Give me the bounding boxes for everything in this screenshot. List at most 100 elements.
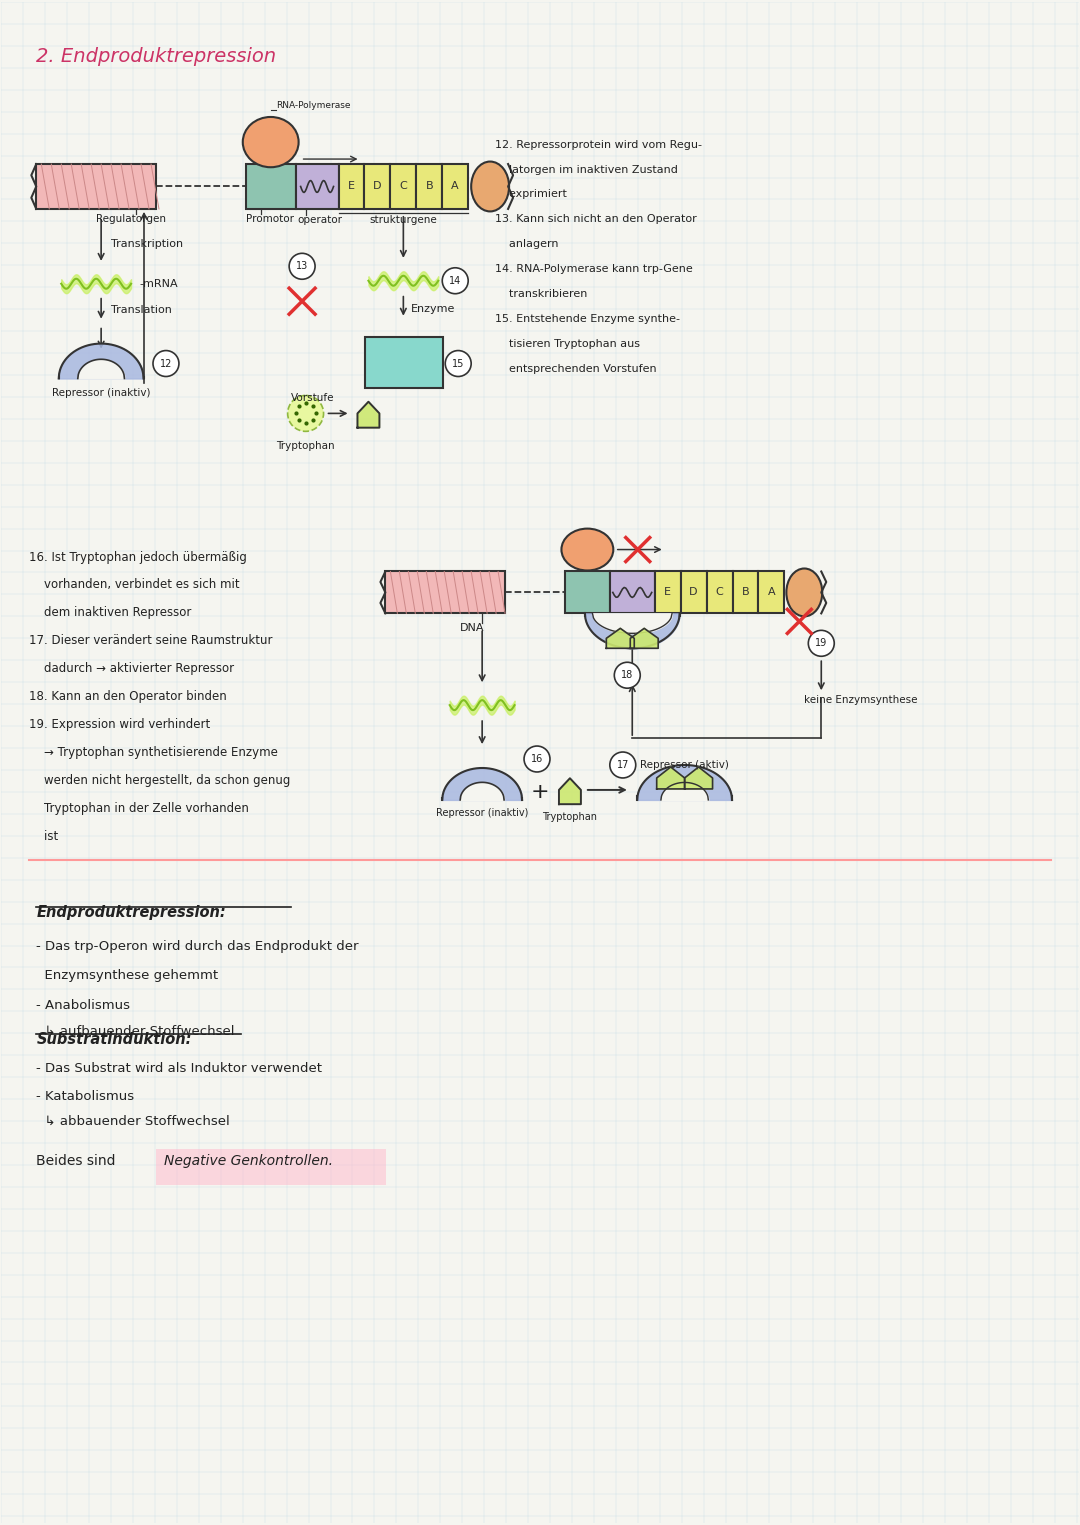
Text: D: D — [374, 181, 381, 192]
Text: Regulatorgen: Regulatorgen — [96, 214, 166, 224]
FancyBboxPatch shape — [758, 572, 784, 613]
Polygon shape — [685, 767, 713, 788]
Circle shape — [615, 662, 640, 688]
Text: ↳ aufbauender Stoffwechsel: ↳ aufbauender Stoffwechsel — [37, 1025, 234, 1037]
FancyBboxPatch shape — [386, 572, 505, 613]
Text: Endproduktrepression:: Endproduktrepression: — [37, 904, 226, 920]
Text: 15: 15 — [453, 358, 464, 369]
Text: → Tryptophan synthetisierende Enzyme: → Tryptophan synthetisierende Enzyme — [29, 746, 279, 759]
Text: exprimiert: exprimiert — [495, 189, 567, 200]
Ellipse shape — [471, 162, 509, 212]
Text: E: E — [348, 181, 355, 192]
Text: 16. Ist Tryptophan jedoch übermäßig: 16. Ist Tryptophan jedoch übermäßig — [29, 551, 247, 564]
Polygon shape — [606, 628, 634, 648]
Text: 14. RNA-Polymerase kann trp-Gene: 14. RNA-Polymerase kann trp-Gene — [495, 264, 693, 274]
Text: 17: 17 — [617, 759, 629, 770]
Text: 12: 12 — [160, 358, 172, 369]
FancyBboxPatch shape — [390, 165, 416, 209]
Text: Substratinduktion:: Substratinduktion: — [37, 1032, 192, 1048]
Polygon shape — [357, 401, 379, 427]
Text: vorhanden, verbindet es sich mit: vorhanden, verbindet es sich mit — [29, 578, 240, 592]
FancyBboxPatch shape — [610, 572, 654, 613]
FancyBboxPatch shape — [654, 572, 680, 613]
FancyBboxPatch shape — [442, 165, 469, 209]
Text: -mRNA: -mRNA — [139, 279, 177, 288]
Text: RNA-Polymerase: RNA-Polymerase — [275, 101, 350, 110]
Text: 19: 19 — [815, 639, 827, 648]
Text: - Anabolismus: - Anabolismus — [37, 999, 131, 1013]
Text: ↳ abbauender Stoffwechsel: ↳ abbauender Stoffwechsel — [37, 1115, 230, 1128]
Circle shape — [442, 268, 469, 294]
Circle shape — [287, 395, 324, 432]
Text: Tryptophan: Tryptophan — [542, 811, 597, 822]
Polygon shape — [657, 767, 685, 788]
Ellipse shape — [562, 529, 613, 570]
Text: Repressor (aktiv): Repressor (aktiv) — [639, 759, 729, 770]
FancyBboxPatch shape — [296, 165, 338, 209]
Text: Vorstufe: Vorstufe — [291, 393, 334, 404]
FancyBboxPatch shape — [37, 165, 156, 209]
Text: C: C — [716, 587, 724, 598]
Ellipse shape — [786, 569, 822, 616]
Circle shape — [808, 630, 834, 656]
Text: A: A — [451, 181, 459, 192]
Text: 19. Expression wird verhindert: 19. Expression wird verhindert — [29, 718, 211, 730]
FancyBboxPatch shape — [416, 165, 442, 209]
Text: latorgen im inaktiven Zustand: latorgen im inaktiven Zustand — [495, 165, 678, 174]
Text: - Das trp-Operon wird durch das Endprodukt der: - Das trp-Operon wird durch das Endprodu… — [37, 939, 359, 953]
FancyBboxPatch shape — [706, 572, 732, 613]
Text: E: E — [664, 587, 671, 598]
Text: 13. Kann sich nicht an den Operator: 13. Kann sich nicht an den Operator — [495, 215, 697, 224]
Text: Repressor (inaktiv): Repressor (inaktiv) — [436, 808, 528, 817]
Text: 14: 14 — [449, 276, 461, 285]
Text: keine Enzymsynthese: keine Enzymsynthese — [805, 695, 918, 705]
Text: Tryptophan: Tryptophan — [276, 441, 335, 451]
Text: +: + — [530, 782, 550, 802]
Text: 13: 13 — [296, 261, 308, 271]
Text: werden nicht hergestellt, da schon genug: werden nicht hergestellt, da schon genug — [29, 775, 291, 787]
FancyBboxPatch shape — [680, 572, 706, 613]
Polygon shape — [631, 628, 658, 648]
FancyBboxPatch shape — [156, 1148, 387, 1185]
Text: B: B — [426, 181, 433, 192]
Text: Enzyme: Enzyme — [411, 303, 456, 314]
Text: transkribieren: transkribieren — [495, 290, 588, 299]
Text: - Das Substrat wird als Induktor verwendet: - Das Substrat wird als Induktor verwend… — [37, 1063, 322, 1075]
FancyBboxPatch shape — [338, 165, 364, 209]
FancyBboxPatch shape — [732, 572, 758, 613]
Text: A: A — [768, 587, 775, 598]
Text: Beides sind: Beides sind — [37, 1154, 120, 1168]
Circle shape — [289, 253, 315, 279]
Text: - Katabolismus: - Katabolismus — [37, 1090, 134, 1103]
Text: ist: ist — [29, 830, 58, 843]
Text: Enzymsynthese gehemmt: Enzymsynthese gehemmt — [37, 970, 218, 982]
Text: tisieren Tryptophan aus: tisieren Tryptophan aus — [495, 339, 640, 349]
Text: Negative Genkontrollen.: Negative Genkontrollen. — [164, 1154, 333, 1168]
Text: B: B — [742, 587, 750, 598]
Text: 2. Endproduktrepression: 2. Endproduktrepression — [37, 47, 276, 66]
Text: 17. Dieser verändert seine Raumstruktur: 17. Dieser verändert seine Raumstruktur — [29, 634, 273, 647]
Text: anlagern: anlagern — [495, 239, 558, 250]
Text: C: C — [400, 181, 407, 192]
Text: D: D — [689, 587, 698, 598]
FancyBboxPatch shape — [365, 337, 443, 389]
Circle shape — [153, 351, 179, 377]
Circle shape — [445, 351, 471, 377]
FancyBboxPatch shape — [565, 572, 610, 613]
Text: dadurch → aktivierter Repressor: dadurch → aktivierter Repressor — [29, 662, 234, 676]
Text: 18: 18 — [621, 669, 633, 680]
Polygon shape — [559, 778, 581, 804]
FancyBboxPatch shape — [364, 165, 390, 209]
Text: 18. Kann an den Operator binden: 18. Kann an den Operator binden — [29, 691, 227, 703]
Text: operator: operator — [298, 215, 342, 224]
Text: dem inaktiven Repressor: dem inaktiven Repressor — [29, 607, 191, 619]
Text: 15. Entstehende Enzyme synthe-: 15. Entstehende Enzyme synthe- — [495, 314, 680, 325]
Text: Tryptophan in der Zelle vorhanden: Tryptophan in der Zelle vorhanden — [29, 802, 249, 814]
Text: 12. Repressorprotein wird vom Regu-: 12. Repressorprotein wird vom Regu- — [495, 140, 702, 149]
FancyBboxPatch shape — [246, 165, 296, 209]
Circle shape — [610, 752, 636, 778]
Ellipse shape — [243, 117, 299, 168]
Text: Translation: Translation — [111, 305, 172, 314]
Circle shape — [524, 746, 550, 772]
Text: strukturgene: strukturgene — [369, 215, 437, 224]
